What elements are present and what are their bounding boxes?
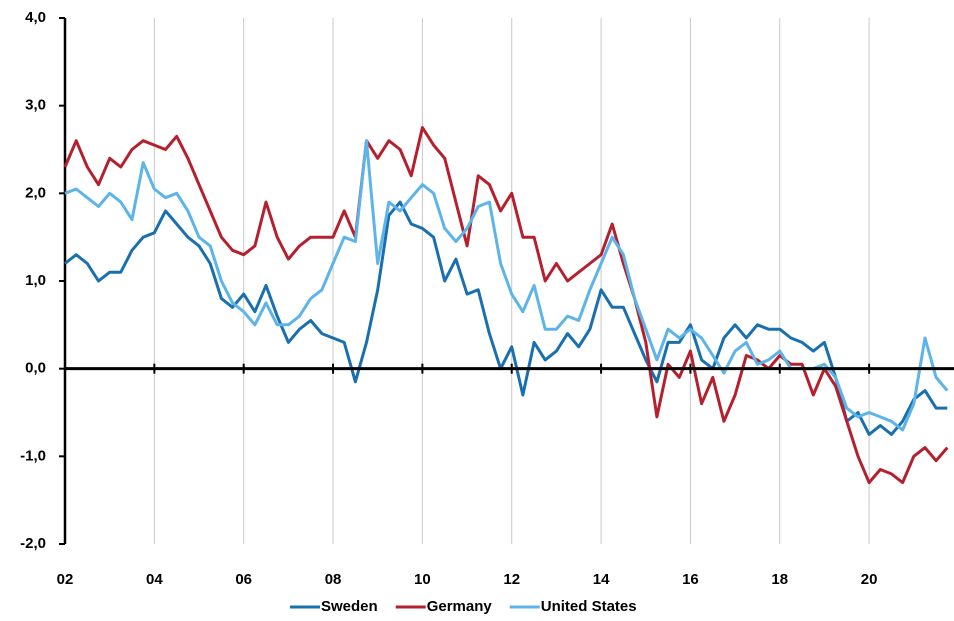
y-tick-label: -1,0 [20, 447, 46, 464]
series-line [63, 126, 949, 485]
y-tick-label: 3,0 [25, 97, 46, 114]
x-tick-label: 18 [771, 571, 788, 588]
legend-label: Sweden [321, 598, 378, 615]
legend-label: Germany [427, 598, 493, 615]
y-tick-label: 2,0 [25, 184, 46, 201]
y-tick-label: 0,0 [25, 360, 46, 377]
x-tick-label: 14 [593, 571, 610, 588]
x-tick-label: 02 [57, 571, 74, 588]
x-tick-label: 06 [235, 571, 252, 588]
x-tick-label: 16 [682, 571, 699, 588]
series-line [64, 200, 948, 436]
x-tick-label: 10 [414, 571, 431, 588]
y-tick-label: -2,0 [20, 535, 46, 552]
x-tick-label: 12 [503, 571, 520, 588]
y-tick-label: 1,0 [25, 272, 46, 289]
y-tick-label: 4,0 [25, 9, 46, 26]
x-tick-label: 08 [325, 571, 342, 588]
x-tick-label: 20 [861, 571, 878, 588]
x-tick-label: 04 [146, 571, 163, 588]
legend-label: United States [541, 598, 637, 615]
